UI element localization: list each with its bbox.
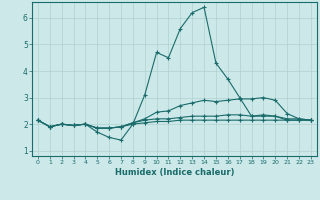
- X-axis label: Humidex (Indice chaleur): Humidex (Indice chaleur): [115, 168, 234, 177]
